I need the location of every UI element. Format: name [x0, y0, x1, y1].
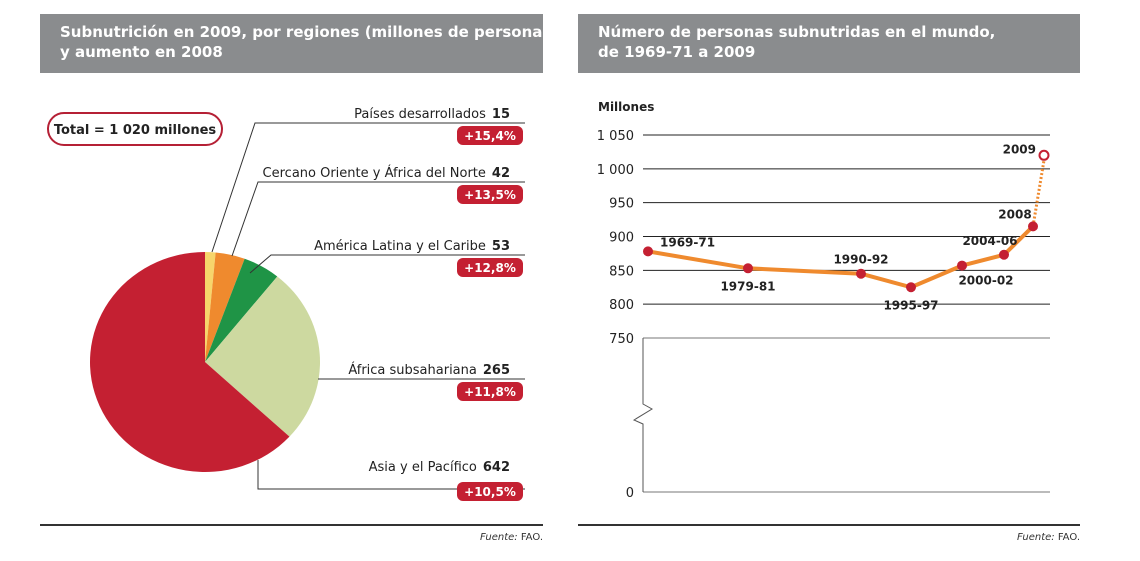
data-label: 1995-97 [883, 298, 938, 312]
increase-label: +10,5% [464, 485, 516, 499]
data-label: 2008 [998, 207, 1031, 221]
slice-value: 42 [492, 166, 510, 181]
series-line-projected [1031, 160, 1046, 227]
pie-title-line2: y aumento en 2008 [60, 43, 223, 61]
pie-slice [205, 252, 245, 362]
data-label: 2000-02 [958, 274, 1013, 288]
increase-badge [457, 258, 523, 277]
line-title-line1: Número de personas subnutridas en el mun… [598, 23, 996, 41]
slice-value: 15 [492, 107, 510, 122]
pie-slice [205, 258, 278, 362]
data-point [856, 268, 866, 279]
data-point [906, 282, 916, 293]
data-label: 1990-92 [833, 253, 888, 267]
pie-slice [89, 252, 290, 473]
y-tick-label: 950 [609, 197, 634, 212]
y-tick-label: 0 [626, 486, 634, 501]
pie-title-line1: Subnutrición en 2009, por regiones (mill… [60, 23, 559, 41]
total-badge [47, 112, 223, 146]
slice-value: 53 [492, 239, 510, 254]
leader-line [249, 254, 525, 274]
increase-label: +11,8% [464, 385, 516, 399]
increase-label: +13,5% [464, 188, 516, 202]
pie-chart: Total = 1 020 millones Países desarrollad… [47, 107, 525, 501]
total-label: Total = 1 020 millones [54, 123, 217, 138]
slice-label: América Latina y el Caribe [314, 239, 486, 254]
slice-label: Países desarrollados [354, 107, 486, 122]
pie-title: Subnutrición en 2009, por regiones (mill… [40, 14, 559, 73]
y-tick-label: 750 [609, 332, 634, 347]
y-tick-label: 850 [609, 264, 634, 279]
increase-badge [457, 185, 523, 204]
data-label: 2009 [1003, 142, 1036, 156]
y-tick-label: 1 050 [597, 129, 634, 144]
axis-break [632, 338, 653, 492]
line-source: Fuente: FAO. [1017, 532, 1080, 543]
data-label: 1979-81 [720, 279, 775, 293]
increase-label: +15,4% [464, 129, 516, 143]
y-tick-label: 900 [609, 231, 634, 246]
y-axis-label: Millones [598, 100, 654, 114]
leader-line [257, 460, 525, 490]
data-point [957, 260, 967, 271]
pie-source: Fuente: FAO. [480, 532, 543, 543]
slice-value: 265 [483, 363, 510, 378]
pie-slice [205, 252, 216, 362]
increase-badge [457, 382, 523, 401]
data-point [999, 249, 1009, 260]
data-label: 2004-06 [962, 234, 1017, 248]
slice-label: Cercano Oriente y África del Norte [263, 165, 486, 181]
leader-line [231, 181, 525, 257]
leader-line [211, 122, 525, 253]
pie-slice [205, 276, 320, 437]
slice-label: África subsahariana [348, 362, 477, 378]
data-point [743, 263, 753, 274]
increase-badge [457, 126, 523, 145]
slice-label: Asia y el Pacífico [369, 460, 477, 475]
data-point [1028, 221, 1038, 232]
increase-label: +12,8% [464, 261, 516, 275]
y-tick-label: 1 000 [597, 163, 634, 178]
y-tick-label: 800 [609, 298, 634, 313]
data-label: 1969-71 [660, 235, 715, 249]
data-point [643, 246, 653, 257]
increase-badge [457, 482, 523, 501]
line-title: Número de personas subnutridas en el mun… [578, 14, 1080, 73]
line-title-line2: de 1969-71 a 2009 [598, 43, 756, 61]
divider [40, 524, 543, 526]
data-point [1038, 149, 1050, 161]
slice-value: 642 [483, 460, 510, 475]
divider [578, 524, 1080, 526]
